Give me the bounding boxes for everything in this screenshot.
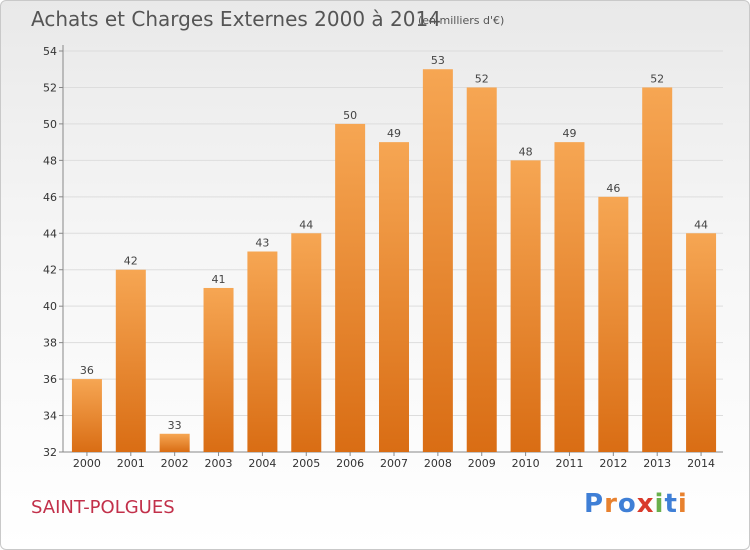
bar-2007 bbox=[379, 142, 409, 453]
bar-2012 bbox=[598, 196, 629, 452]
y-tick-label: 38 bbox=[43, 337, 57, 350]
value-label-2005: 44 bbox=[299, 218, 313, 231]
y-tick-label: 36 bbox=[43, 373, 57, 386]
x-tick-label-2011: 2011 bbox=[555, 457, 583, 470]
y-tick-label: 54 bbox=[43, 45, 57, 58]
proxiti-logo[interactable]: Proxiti bbox=[584, 489, 688, 519]
bar-2008 bbox=[422, 69, 453, 453]
value-label-2014: 44 bbox=[694, 218, 708, 231]
logo-letter: i bbox=[654, 489, 665, 519]
bar-2004 bbox=[247, 251, 278, 452]
value-label-2012: 46 bbox=[606, 182, 620, 195]
value-label-2001: 42 bbox=[124, 255, 138, 268]
x-tick-label-2012: 2012 bbox=[599, 457, 627, 470]
chart-title: Achats et Charges Externes 2000 à 2014 bbox=[31, 7, 441, 31]
x-tick-label-2013: 2013 bbox=[643, 457, 671, 470]
x-tick-label-2003: 2003 bbox=[205, 457, 233, 470]
value-label-2009: 52 bbox=[475, 72, 489, 85]
value-label-2007: 49 bbox=[387, 127, 401, 140]
value-label-2010: 48 bbox=[519, 145, 533, 158]
bar-2005 bbox=[291, 233, 322, 452]
x-tick-label-2004: 2004 bbox=[248, 457, 276, 470]
y-tick-label: 42 bbox=[43, 264, 57, 277]
x-tick-label-2005: 2005 bbox=[292, 457, 320, 470]
x-tick-label-2009: 2009 bbox=[468, 457, 496, 470]
bar-2010 bbox=[510, 160, 541, 452]
value-label-2000: 36 bbox=[80, 364, 94, 377]
bar-2013 bbox=[642, 87, 673, 453]
y-tick-label: 50 bbox=[43, 118, 57, 131]
value-label-2004: 43 bbox=[255, 237, 269, 250]
bar-2011 bbox=[554, 142, 585, 453]
value-label-2002: 33 bbox=[168, 419, 182, 432]
x-tick-labels: 2000 2001 2002 2003 2004 2005 2006 2007 2008 2009… bbox=[73, 457, 715, 470]
x-tick-label-2006: 2006 bbox=[336, 457, 364, 470]
y-tick-label: 44 bbox=[43, 227, 57, 240]
bar-2009 bbox=[466, 87, 497, 453]
bar-2006 bbox=[335, 123, 366, 452]
y-tick-label: 46 bbox=[43, 191, 57, 204]
y-tick-label: 48 bbox=[43, 154, 57, 167]
y-tick-label: 40 bbox=[43, 300, 57, 313]
y-tick-label: 52 bbox=[43, 81, 57, 94]
value-labels: 36 42 33 41 43 44 50 49 53 52 48 49 46 52 44 bbox=[80, 54, 708, 432]
x-tick-label-2008: 2008 bbox=[424, 457, 452, 470]
value-label-2013: 52 bbox=[650, 72, 664, 85]
x-tick-label-2007: 2007 bbox=[380, 457, 408, 470]
bars bbox=[71, 69, 717, 453]
logo-letter: P bbox=[584, 489, 605, 519]
bar-2000 bbox=[71, 379, 102, 452]
logo-letter: x bbox=[636, 489, 655, 519]
bar-2003 bbox=[203, 287, 234, 452]
bar-2002 bbox=[159, 433, 190, 452]
value-label-2006: 50 bbox=[343, 109, 357, 122]
town-name: SAINT-POLGUES bbox=[31, 497, 175, 518]
logo-letter: r bbox=[604, 489, 618, 519]
x-tick-label-2002: 2002 bbox=[161, 457, 189, 470]
bar-2001 bbox=[115, 269, 146, 452]
y-tick-label: 32 bbox=[43, 446, 57, 459]
y-tick-label: 34 bbox=[43, 410, 57, 423]
bar-2014 bbox=[686, 233, 717, 452]
chart-unit-subtitle: (en milliers d'€) bbox=[418, 14, 505, 27]
logo-letter: i bbox=[677, 489, 688, 519]
value-label-2008: 53 bbox=[431, 54, 445, 67]
x-tick-label-2014: 2014 bbox=[687, 457, 715, 470]
x-tick-label-2010: 2010 bbox=[512, 457, 540, 470]
value-label-2003: 41 bbox=[212, 273, 226, 286]
x-tick-label-2000: 2000 bbox=[73, 457, 101, 470]
logo-letter: t bbox=[664, 489, 678, 519]
value-label-2011: 49 bbox=[562, 127, 576, 140]
y-tick-labels: 32 34 36 38 40 42 44 46 48 50 52 54 bbox=[43, 45, 57, 459]
logo-letter: o bbox=[617, 489, 637, 519]
x-tick-label-2001: 2001 bbox=[117, 457, 145, 470]
